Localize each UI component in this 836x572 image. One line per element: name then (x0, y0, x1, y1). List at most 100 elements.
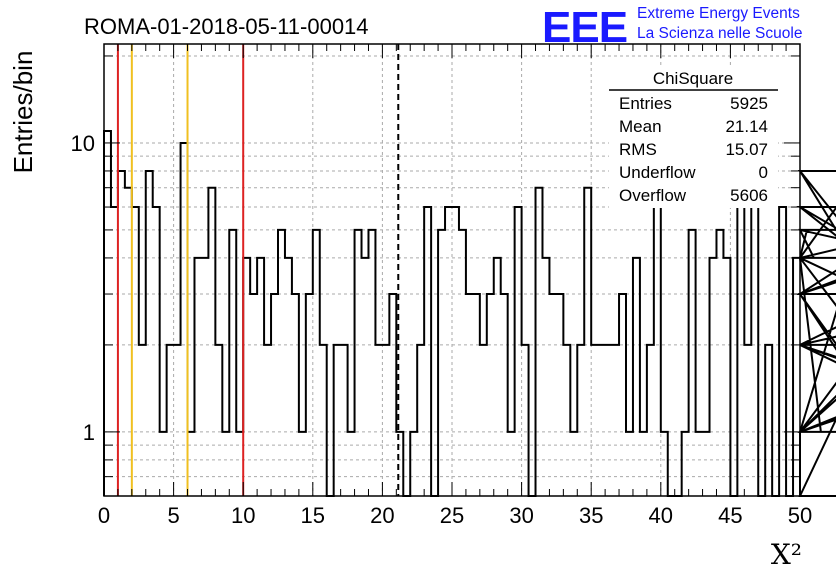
histogram-bin (710, 258, 717, 496)
histogram-bin (452, 207, 459, 496)
histogram-bin (501, 294, 508, 496)
logo-line-1: Extreme Energy Events (637, 5, 800, 22)
histogram-bin (208, 188, 215, 496)
histogram-bin (306, 294, 313, 496)
histogram-bin (243, 258, 250, 496)
histogram-bin (612, 345, 619, 496)
histogram-bin (591, 345, 598, 496)
stats-title: ChiSquare (653, 69, 733, 88)
histogram-bin (139, 345, 146, 496)
x-tick-label: 25 (440, 503, 464, 528)
histogram-bin (682, 432, 689, 496)
histogram-bin (382, 345, 389, 496)
histogram-bin (584, 188, 591, 496)
histogram-bin (723, 258, 730, 496)
histogram-bin (362, 258, 369, 496)
logo-text: EEE (542, 3, 627, 52)
histogram-bin (515, 207, 522, 496)
histogram-bin (619, 294, 626, 496)
histogram-bin (118, 171, 125, 496)
y-tick-label: 10 (71, 131, 95, 156)
stats-overflow-value: 5606 (730, 186, 768, 205)
histogram-bin (487, 294, 494, 496)
x-tick-label: 0 (98, 503, 110, 528)
histogram-bin (236, 432, 243, 496)
x-tick-label: 45 (718, 503, 742, 528)
histogram-bin (459, 230, 466, 496)
histogram-bin (153, 207, 160, 496)
histogram-bin (146, 171, 153, 496)
histogram-bin (320, 345, 327, 496)
x-tick-label: 30 (509, 503, 533, 528)
histogram-bin (410, 432, 417, 496)
histogram-bin (125, 188, 132, 496)
x-tick-label: 40 (649, 503, 673, 528)
histogram-bin (111, 207, 118, 496)
histogram-bin (633, 258, 640, 496)
histogram-bin (445, 207, 452, 496)
histogram-bin (389, 294, 396, 496)
histogram-bin (549, 294, 556, 496)
histogram-bin (188, 432, 195, 496)
histogram-bin (341, 345, 348, 496)
x-tick-label: 15 (301, 503, 325, 528)
histogram-bin (765, 345, 772, 496)
marker-lines (116, 44, 400, 496)
histogram-bin (222, 432, 229, 496)
histogram-bin (494, 258, 501, 496)
histogram-bin (299, 432, 306, 496)
histogram-bin (257, 258, 264, 496)
histogram-bin (696, 432, 703, 496)
x-tick-label: 5 (167, 503, 179, 528)
histogram-bin (703, 432, 710, 496)
histogram-bin (473, 294, 480, 496)
x-tick-label: 35 (579, 503, 603, 528)
histogram-bin (744, 345, 751, 496)
stats-mean-value: 21.14 (725, 117, 768, 136)
histogram-bin (480, 345, 487, 496)
histogram-bin (647, 345, 654, 496)
histogram-bin (250, 294, 257, 496)
histogram-bin (334, 345, 341, 496)
histogram-bin (424, 207, 431, 496)
histogram-bin (556, 294, 563, 496)
histogram-bin (229, 230, 236, 496)
run-title: ROMA-01-2018-05-11-00014 (84, 14, 369, 39)
y-tick-label: 1 (83, 420, 95, 445)
histogram-bin (104, 131, 111, 496)
histogram-step-line (103, 129, 836, 497)
histogram-bin (132, 207, 139, 496)
histogram-bin (522, 345, 529, 496)
stats-entries-value: 5925 (730, 94, 768, 113)
histogram-bin (278, 230, 285, 496)
histogram-bin (167, 345, 174, 496)
histogram-bin (271, 294, 278, 496)
histogram-bin (737, 207, 744, 496)
logo-line-2: La Scienza nelle Scuole (637, 25, 802, 42)
y-axis-label: Entries/bin (8, 51, 38, 174)
x-tick-label: 50 (788, 503, 812, 528)
histogram-bin (751, 188, 758, 496)
histogram-bin (285, 258, 292, 496)
stats-overflow-label: Overflow (619, 186, 687, 205)
histogram-bin (264, 345, 271, 496)
histogram-bin (779, 207, 786, 496)
x-axis-label: X² (771, 538, 802, 571)
histogram-bin (375, 345, 382, 496)
histogram-bin (417, 345, 424, 496)
histogram-bin (605, 345, 612, 496)
histogram-bin (160, 432, 167, 496)
histogram-bin (348, 432, 355, 496)
eee-logo: EEE Extreme Energy Events La Scienza nel… (542, 3, 802, 52)
histogram-bin (355, 230, 362, 496)
stats-rms-value: 15.07 (725, 140, 768, 159)
histogram-bin (536, 188, 543, 496)
histogram-bin (174, 345, 181, 496)
histogram-bin (640, 432, 647, 496)
stats-rms-label: RMS (619, 140, 657, 159)
histogram-bin (466, 294, 473, 496)
histogram-bin (661, 432, 668, 496)
histogram-bin (542, 258, 549, 496)
histogram-bin (570, 432, 577, 496)
